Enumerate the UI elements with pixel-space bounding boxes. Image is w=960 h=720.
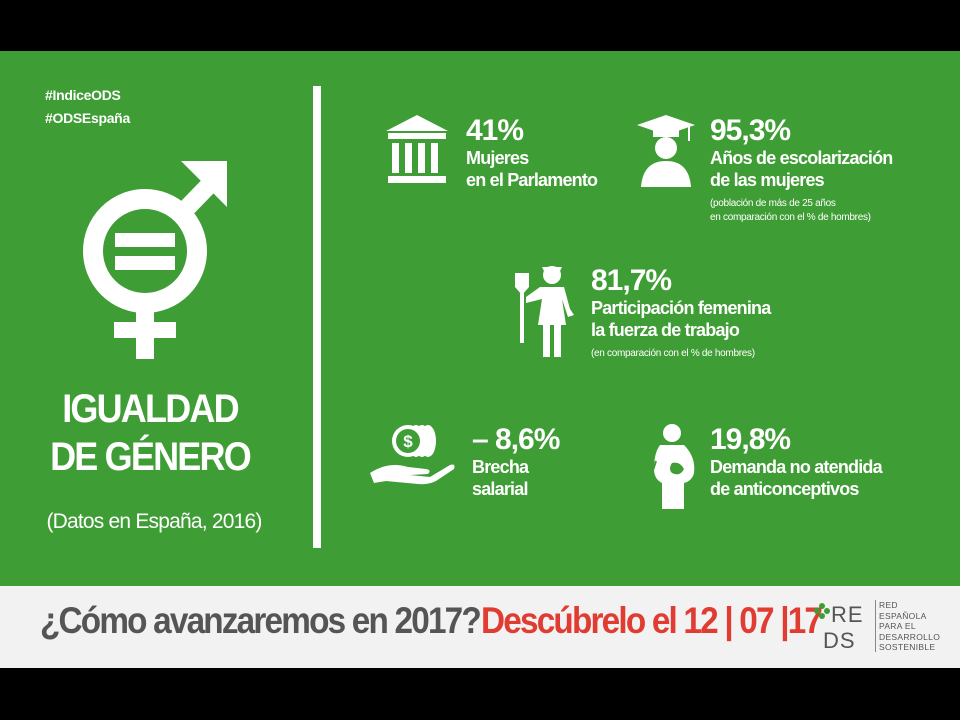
stat-label: de anticonceptivos: [710, 479, 859, 499]
reds-mark-icon: RE DS: [814, 602, 864, 653]
parliament-icon: [386, 115, 448, 183]
stat-note: (en comparación con el % de hombres): [591, 348, 755, 359]
stat-demanda: 19,8% Demanda no atendida de anticoncept…: [710, 423, 883, 500]
stat-value: 81,7%: [591, 264, 672, 297]
stat-label: en el Parlamento: [466, 170, 598, 190]
stat-note: (población de más de 25 años: [710, 198, 836, 209]
reds-mark-line2: DS: [823, 628, 856, 653]
stat-label: de las mujeres: [710, 170, 825, 190]
logo-text-line: PARA EL: [879, 621, 916, 631]
stat-label: Participación femenina: [591, 298, 771, 318]
logo-text-line: DESARROLLO: [879, 631, 941, 642]
stat-value: 41%: [466, 114, 524, 147]
title-line1: IGUALDAD: [62, 387, 239, 431]
logo-text-line: ESPAÑOLA: [879, 610, 927, 621]
hashtag-indiceods[interactable]: #IndiceODS: [45, 87, 121, 103]
stat-brecha: – 8,6% Brecha salarial: [472, 423, 560, 500]
stat-label: Brecha: [472, 457, 529, 477]
logo-text-line: SOSTENIBLE: [879, 642, 936, 652]
hashtags: #IndiceODS #ODSEspaña: [45, 84, 130, 130]
green-panel: #IndiceODS #ODSEspaña IGUALDAD DE GÉNERO…: [0, 51, 960, 586]
reds-mark-line1: RE: [831, 602, 864, 627]
reds-logo-text: RED ESPAÑOLA PARA EL DESARROLLO SOSTENIB…: [879, 600, 940, 653]
gender-equality-icon: [83, 161, 227, 359]
stat-value: 19,8%: [710, 423, 791, 456]
stat-label: Demanda no atendida: [710, 457, 883, 477]
pregnant-woman-icon: [651, 424, 695, 509]
stat-parlamento: 41% Mujeres en el Parlamento: [466, 114, 598, 191]
hashtag-odsespana[interactable]: #ODSEspaña: [45, 110, 130, 126]
stat-escolarizacion: 95,3% Años de escolarización de las muje…: [710, 114, 893, 225]
cta-date-text[interactable]: Descúbrelo el 12 | 07 |17: [481, 600, 823, 641]
stat-label: Años de escolarización: [710, 148, 893, 168]
stat-value: 95,3%: [710, 114, 791, 147]
stat-label: la fuerza de trabajo: [591, 320, 740, 340]
bottom-banner: ¿Cómo avanzaremos en 2017? Descúbrelo el…: [0, 586, 960, 668]
stat-label: salarial: [472, 479, 528, 499]
stat-value: – 8,6%: [472, 423, 560, 456]
stat-note: en comparación con el % de hombres): [710, 212, 871, 223]
reds-logo[interactable]: RE DS RED ESPAÑOLA PARA EL DESARROLLO SO…: [813, 596, 940, 658]
subtitle: (Datos en España, 2016): [46, 510, 262, 533]
question-text: ¿Cómo avanzaremos en 2017?: [40, 600, 482, 641]
stat-label: Mujeres: [466, 148, 529, 168]
logo-divider: [875, 600, 876, 652]
svg-text:$: $: [403, 432, 413, 451]
logo-text-line: RED: [879, 600, 898, 610]
vertical-divider: [313, 86, 321, 548]
graduate-icon: [637, 115, 695, 187]
coins-hand-icon: $: [370, 425, 455, 485]
stat-trabajo: 81,7% Participación femenina la fuerza d…: [591, 264, 771, 361]
title-line2: DE GÉNERO: [50, 435, 252, 479]
worker-woman-icon: [515, 266, 574, 357]
